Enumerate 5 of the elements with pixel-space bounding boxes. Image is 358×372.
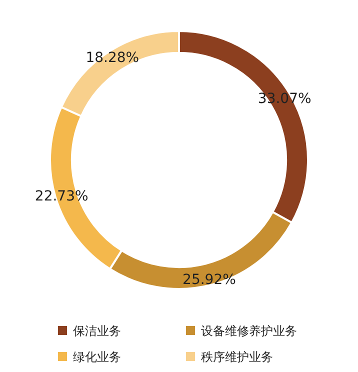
legend-label: 设备维修养护业务 <box>201 324 297 338</box>
legend-label: 保洁业务 <box>73 324 121 338</box>
legend-label: 秩序维护业务 <box>201 350 273 364</box>
legend-label: 绿化业务 <box>73 350 121 364</box>
data-label: 18.28% <box>86 50 140 66</box>
